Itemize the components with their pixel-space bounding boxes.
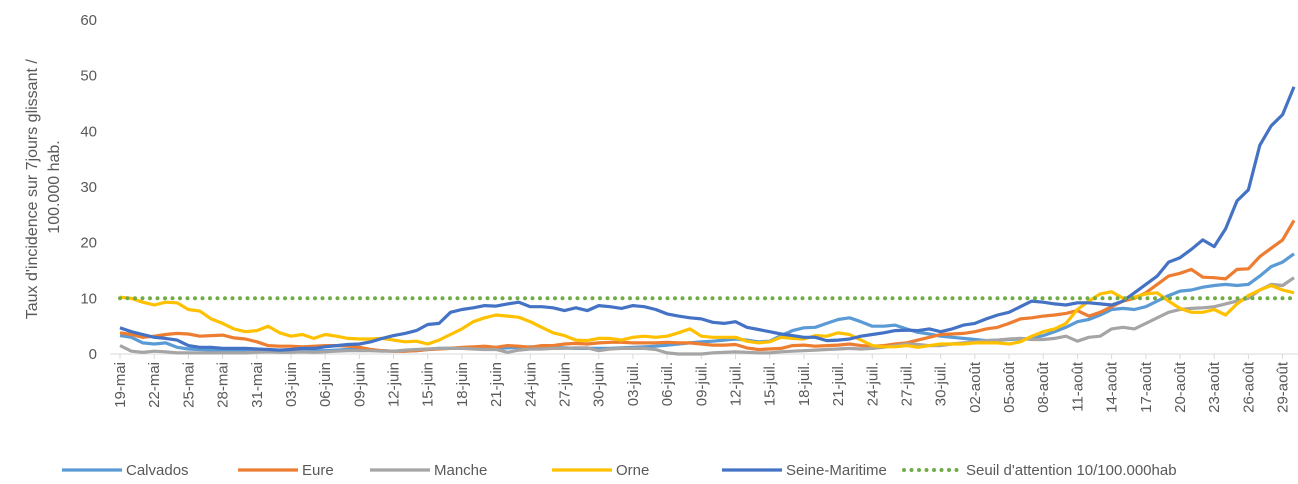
legend-item: Seine-Maritime (722, 462, 887, 479)
series-line (119, 283, 1295, 349)
x-tick-label: 18-juin (454, 362, 471, 407)
x-tick-label: 21-juin (488, 362, 505, 407)
x-tick-label: 05-août (1001, 361, 1018, 413)
legend-label: Seine-Maritime (786, 462, 887, 479)
y-tick-label: 60 (80, 12, 97, 29)
y-tick-label: 20 (80, 235, 97, 252)
legend-label: Seuil d'attention 10/100.000hab (966, 462, 1177, 479)
y-axis-label-line: 100.000 hab. (46, 140, 63, 233)
x-tick-label: 08-août (1035, 361, 1052, 413)
legend-item: Orne (552, 462, 649, 479)
y-tick-label: 30 (80, 179, 97, 196)
x-tick-label: 03-juil. (625, 362, 642, 406)
x-tick-label: 20-août (1172, 361, 1189, 413)
x-tick-label: 30-juin (591, 362, 608, 407)
y-tick-label: 10 (80, 290, 97, 307)
x-tick-label: 09-juil. (693, 362, 710, 406)
x-tick-label: 25-mai (180, 362, 197, 408)
x-tick-label: 17-août (1138, 361, 1155, 413)
legend-label: Eure (302, 462, 334, 479)
x-tick-label: 03-juin (283, 362, 300, 407)
legend-item: Calvados (62, 462, 189, 479)
y-axis-label: Taux d'incidence sur 7jours glissant / 1… (24, 55, 63, 320)
x-tick-label: 15-juin (420, 362, 437, 407)
y-axis-label-line: Taux d'incidence sur 7jours glissant / (24, 59, 41, 320)
x-tick-label: 26-août (1240, 361, 1257, 413)
x-tick-label: 14-août (1104, 361, 1121, 413)
x-tick-label: 30-juil. (933, 362, 950, 406)
y-tick-label: 50 (80, 68, 97, 85)
x-tick-label: 06-juil. (659, 362, 676, 406)
x-tick-label: 06-juin (317, 362, 334, 407)
x-tick-label: 19-mai (112, 362, 129, 408)
x-tick-label: 23-août (1206, 361, 1223, 413)
x-tick-label: 31-mai (249, 362, 266, 408)
x-tick-label: 29-août (1275, 361, 1292, 413)
x-tick-label: 02-août (967, 361, 984, 413)
series-line (119, 86, 1296, 352)
x-tick-label: 27-juin (557, 362, 574, 407)
x-tick-label: 12-juil. (727, 362, 744, 406)
legend-label: Orne (616, 462, 649, 479)
legend-item: Eure (238, 462, 334, 479)
y-tick-label: 0 (89, 346, 97, 363)
x-tick-label: 09-juin (351, 362, 368, 407)
x-tick-label: 18-juil. (796, 362, 813, 406)
legend-label: Calvados (126, 462, 189, 479)
x-tick-label: 15-juil. (762, 362, 779, 406)
legend-label: Manche (434, 462, 487, 479)
x-tick-label: 11-août (1069, 361, 1086, 412)
x-tick-label: 24-juin (522, 362, 539, 407)
legend-item: Seuil d'attention 10/100.000hab (902, 462, 1177, 479)
x-tick-label: 12-juin (386, 362, 403, 407)
x-tick-label: 24-juil. (864, 362, 881, 406)
x-tick-label: 27-juil. (898, 362, 915, 406)
legend-item: Manche (370, 462, 487, 479)
x-tick-label: 28-mai (215, 362, 232, 408)
series-line (119, 219, 1296, 353)
x-tick-label: 22-mai (146, 362, 163, 408)
x-tick-label: 21-juil. (830, 362, 847, 406)
series-line (119, 276, 1295, 356)
y-tick-label: 40 (80, 123, 97, 140)
